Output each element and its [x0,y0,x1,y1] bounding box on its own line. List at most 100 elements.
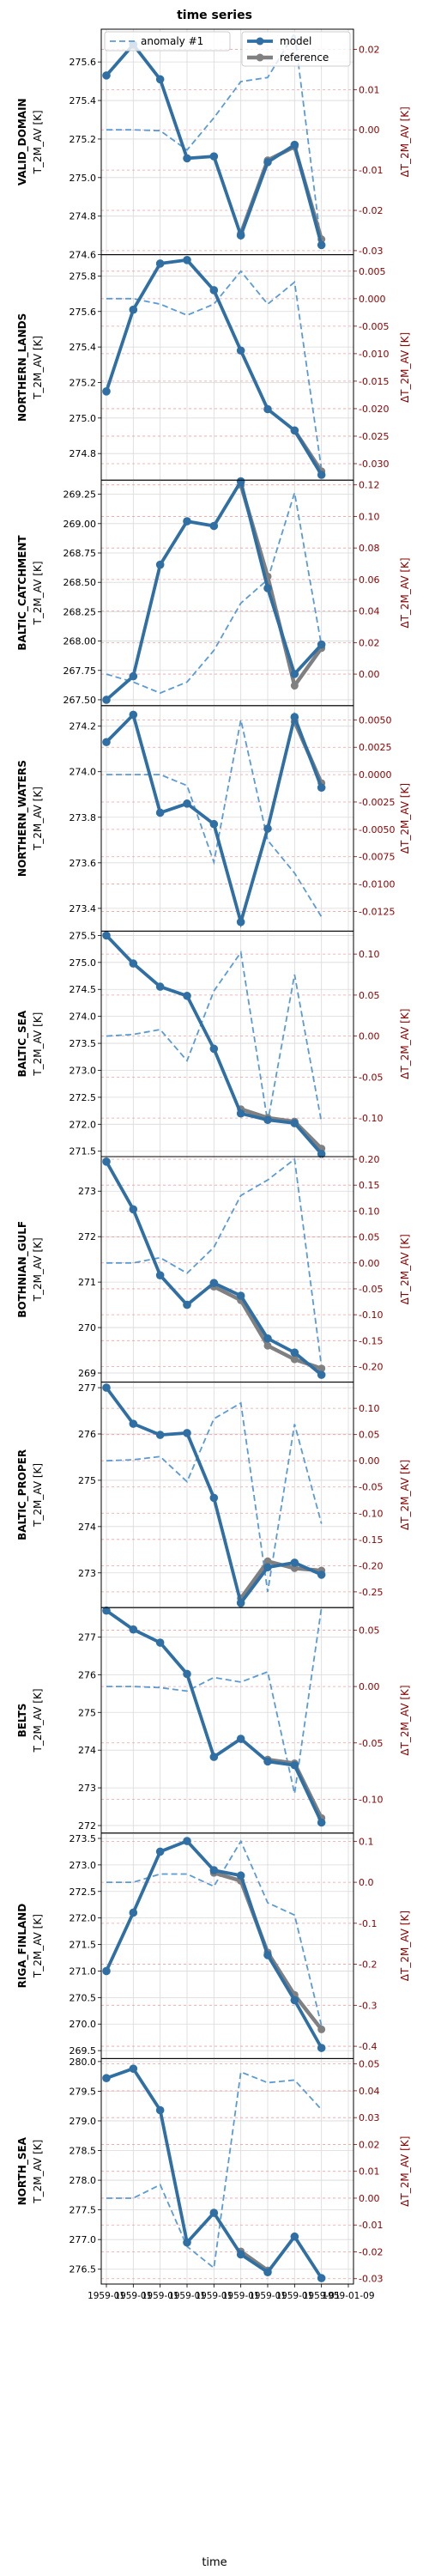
y2-tick-label: -0.020 [359,404,389,415]
y-tick-label: 273.0 [69,1065,97,1076]
x-tick-label: 1959-01-09 [322,2291,374,2301]
y2-tick-label: -0.005 [359,321,389,332]
y-tick-label: 274.8 [69,211,97,222]
model-point [263,1334,272,1343]
model-point [155,982,165,991]
x-tick-label: 1959-01 [168,2291,206,2301]
y-tick-label: 275 [78,1707,96,1718]
y-tick-label: 275 [78,1475,96,1486]
legend-model-marker [256,37,264,46]
anomaly-line [106,492,323,695]
y-tick-label: 270.5 [69,1992,97,2003]
model-point [290,1760,299,1770]
model-point [102,1157,111,1166]
y2-tick-label: 0.00 [359,669,380,680]
y2-tick-label: 0.05 [359,1430,380,1441]
model-point [263,2268,272,2276]
y-tick-label: 277 [78,1382,96,1394]
y-tick-label: 277.5 [69,2205,97,2216]
model-point [290,140,299,149]
model-point [129,1419,138,1428]
region-label: RIGA_FINLAND [16,1904,29,1989]
model-point [155,259,165,268]
model-point [183,799,191,808]
anomaly-line [106,950,323,1123]
y2-axis-label: ΔT_2M_AV [K] [399,106,411,177]
model-point [236,1109,245,1118]
model-point [183,1300,191,1309]
anomaly-line [106,1839,323,2026]
y2-tick-label: 0.04 [359,2086,380,2097]
model-point [102,387,111,396]
model-point [317,471,326,479]
model-point [263,404,272,414]
model-point [102,1966,111,1976]
y2-tick-label: 0.05 [359,1625,380,1636]
y-axis-label: T_2M_AV [K] [32,561,44,625]
model-point [129,671,138,681]
panel-northern-lands: 274.8 275.0 275.2 275.4 275.6 275.8 -0.030 -0.0… [16,254,411,481]
y2-tick-label: -0.15 [359,1335,383,1346]
y2-tick-label: -0.10 [359,1508,383,1519]
anomaly-line [106,270,323,470]
y-tick-label: 267.75 [63,665,97,677]
model-point [290,2232,299,2241]
y-tick-label: 274.6 [69,250,97,261]
y2-tick-label: -0.15 [359,1534,383,1546]
y-tick-label: 269.25 [63,489,97,501]
y2-tick-label: 0.08 [359,543,380,554]
x-tick-label: 1959-01 [303,2291,341,2301]
model-point [155,1847,165,1856]
y-axis-label: T_2M_AV [K] [32,336,44,400]
y-axis-label: T_2M_AV [K] [32,787,44,851]
panel-valid-domain: 274.6 274.8 275.0 275.2 275.4 275.6 -0.03 -0.02… [16,28,411,261]
y-tick-label: 280.0 [69,2057,97,2068]
y-tick-label: 274.8 [69,448,97,459]
model-point [290,1119,299,1127]
model-point [102,2074,111,2083]
y2-tick-label: -0.2 [359,1959,377,1971]
y2-tick-label: -0.20 [359,1560,383,1571]
model-point [129,1625,138,1634]
panel-baltic-sea: 271.5 272.0 272.5 273.0 273.5 274.0 274.5 275.0… [16,930,411,1158]
y2-tick-label: 0.04 [359,606,380,617]
y2-tick-label: -0.25 [359,1587,383,1598]
y-tick-label: 268.75 [63,548,97,559]
y-tick-label: 273.5 [69,1038,97,1049]
y2-axis-label: ΔT_2M_AV [K] [399,1911,411,1981]
y2-tick-label: 0.00 [359,125,380,136]
reference-point [317,1364,326,1373]
y2-tick-label: -0.025 [359,431,389,442]
y-tick-label: 271.0 [69,1965,97,1977]
y-tick-label: 275.0 [69,413,97,424]
y2-tick-label: 0.0025 [359,742,392,753]
model-point [263,1951,272,1959]
region-label: BALTIC_PROPER [16,1449,29,1540]
y2-axis-label: ΔT_2M_AV [K] [399,2136,411,2207]
x-tick-label: 1959-01 [88,2291,125,2301]
model-point [317,1150,326,1158]
reference-point [290,682,299,690]
region-label: NORTHERN_LANDS [16,313,29,422]
y2-tick-label: -0.0075 [359,852,395,863]
x-tick-label: 1959-01 [142,2291,179,2301]
model-point [209,1279,219,1287]
y2-tick-label: 0.15 [359,1180,380,1191]
y-tick-label: 267.50 [63,695,97,706]
panel-frame [100,479,354,707]
model-point [102,71,111,80]
model-point [317,2274,326,2282]
reference-point [290,1355,299,1364]
y-tick-label: 272 [78,1231,96,1242]
y-tick-label: 272.0 [69,1119,97,1130]
y-tick-label: 269 [78,1368,96,1379]
y2-tick-label: 0.0 [359,1877,374,1888]
model-point [263,824,272,833]
y-tick-label: 273.8 [69,812,97,823]
y-axis-label: T_2M_AV [K] [32,110,44,174]
model-point [290,1348,299,1357]
y-tick-label: 275.2 [69,377,97,388]
y2-tick-label: -0.10 [359,1794,383,1805]
model-point [209,521,219,531]
